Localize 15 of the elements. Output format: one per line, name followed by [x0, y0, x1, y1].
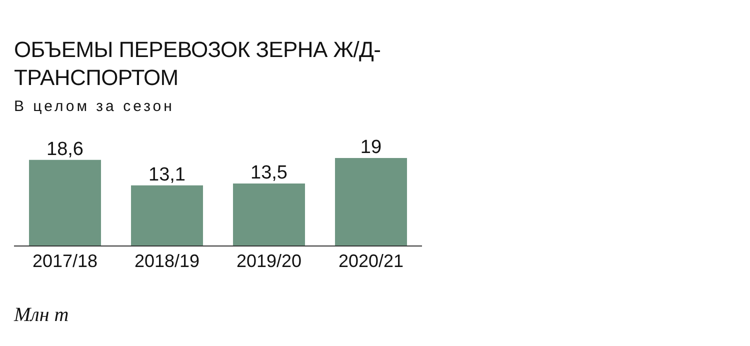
data-label: 13,1	[148, 164, 186, 186]
chart-title: ОБЪЕМЫ ПЕРЕВОЗОК ЗЕРНА Ж/Д-ТРАНСПОРТОМ	[14, 36, 382, 92]
x-tick-label: 2018/19	[134, 250, 200, 271]
x-tick-label: 2020/21	[338, 250, 404, 271]
x-tick-label: 2017/18	[32, 250, 98, 271]
bar	[233, 183, 305, 246]
bar	[335, 158, 407, 246]
bar	[29, 160, 101, 246]
data-label: 13,5	[250, 162, 288, 184]
bar	[131, 185, 203, 246]
chart-subtitle: В целом за сезон	[14, 98, 174, 115]
data-label: 18,6	[46, 138, 84, 160]
x-tick-label: 2019/20	[236, 250, 302, 271]
text: Млн т	[14, 304, 69, 327]
data-label: 19	[360, 137, 382, 158]
